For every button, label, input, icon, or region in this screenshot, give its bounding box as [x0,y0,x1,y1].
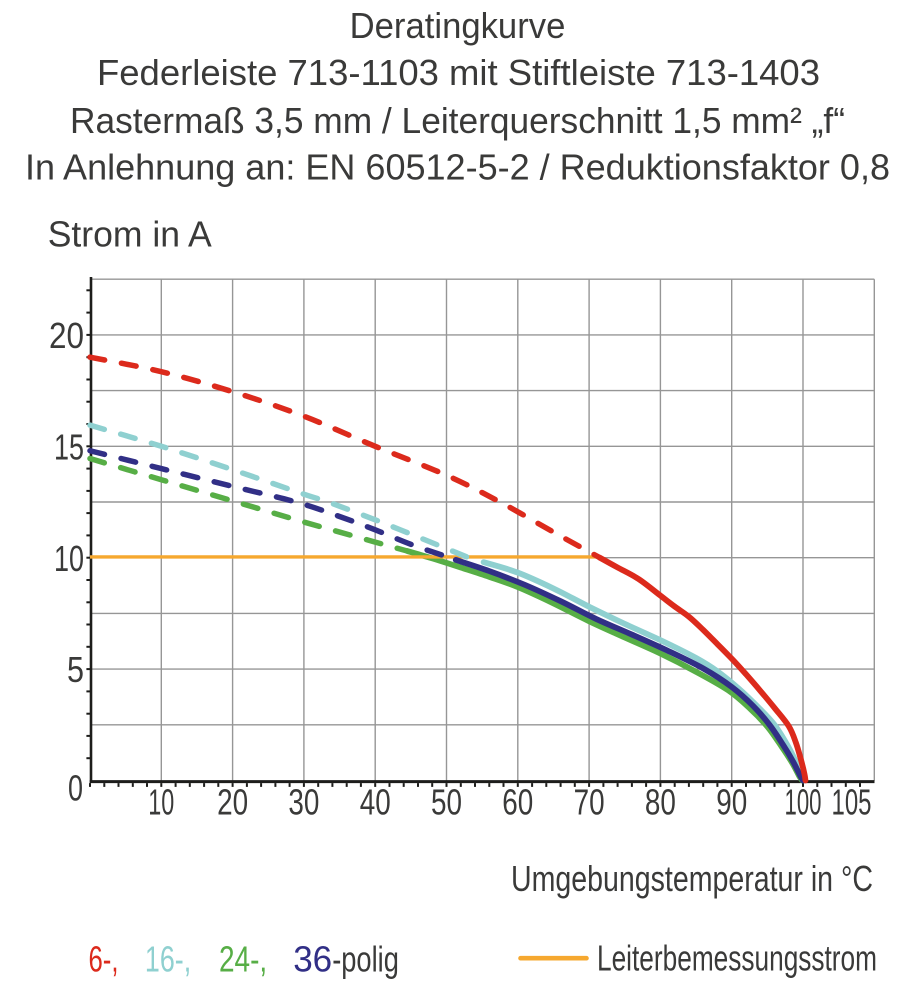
svg-text:Rastermaß 3,5 mm / Leiterquers: Rastermaß 3,5 mm / Leiterquerschnitt 1,5… [70,100,845,141]
svg-text:5: 5 [67,649,84,690]
svg-text:10: 10 [148,782,174,823]
svg-text:60: 60 [502,782,533,823]
svg-text:90: 90 [716,782,747,823]
svg-text:Leiterbemessungsstrom: Leiterbemessungsstrom [597,938,877,979]
svg-text:36: 36 [293,939,332,980]
svg-text:20: 20 [49,315,84,356]
svg-text:6-,: 6-, [89,939,119,980]
svg-text:Umgebungstemperatur in °C: Umgebungstemperatur in °C [511,858,873,899]
svg-text:Federleiste 713-1103 mit Stift: Federleiste 713-1103 mit Stiftleiste 713… [97,52,820,93]
svg-text:15: 15 [54,426,84,467]
svg-text:-polig: -polig [332,939,399,980]
svg-text:Deratingkurve: Deratingkurve [350,5,566,46]
svg-text:105: 105 [832,782,872,823]
svg-text:80: 80 [645,782,676,823]
svg-text:In Anlehnung an: EN 60512-5-2: In Anlehnung an: EN 60512-5-2 / Reduktio… [25,147,890,188]
svg-text:70: 70 [574,782,605,823]
svg-text:40: 40 [360,782,391,823]
svg-text:10: 10 [54,538,84,579]
svg-text:100: 100 [785,782,822,823]
svg-text:30: 30 [288,782,319,823]
svg-text:50: 50 [431,782,462,823]
svg-text:16-,: 16-, [145,939,191,980]
svg-text:0: 0 [68,767,83,808]
svg-text:Strom in A: Strom in A [48,213,212,254]
svg-text:20: 20 [217,782,248,823]
svg-text:24-,: 24-, [219,939,267,980]
